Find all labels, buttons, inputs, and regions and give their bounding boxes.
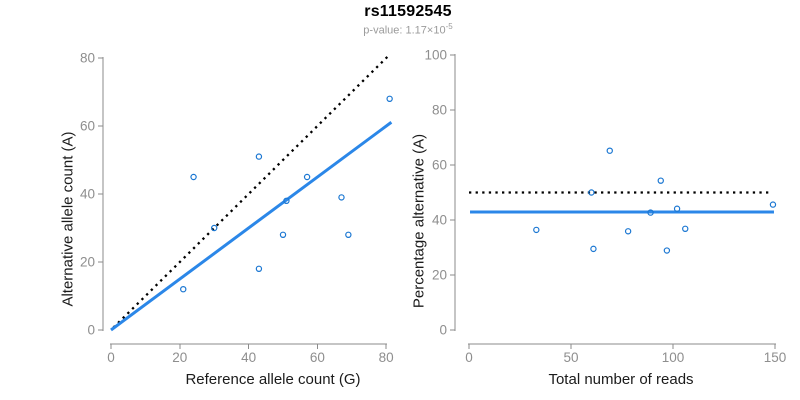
identity-line bbox=[112, 53, 391, 329]
title-block: rs11592545 p-value: 1.17×10-5 bbox=[8, 3, 800, 36]
y-tick-label: 80 bbox=[80, 51, 95, 66]
p-value-text: p-value: 1.17×10 bbox=[363, 24, 446, 37]
x-tick-label: 50 bbox=[563, 350, 578, 365]
y-tick-label: 80 bbox=[432, 103, 447, 118]
data-point bbox=[657, 177, 664, 184]
data-point bbox=[624, 228, 632, 235]
data-point bbox=[180, 286, 187, 293]
left-plot-ylabel: Alternative allele count (A) bbox=[59, 131, 77, 307]
y-tick-label: 40 bbox=[432, 213, 447, 228]
y-tick-label: 60 bbox=[432, 158, 447, 173]
p-value-exponent: -5 bbox=[445, 21, 453, 31]
plot-subtitle: p-value: 1.17×10-5 bbox=[8, 21, 800, 37]
data-point bbox=[673, 205, 681, 212]
data-point bbox=[769, 201, 777, 208]
y-tick-label: 40 bbox=[80, 187, 95, 202]
data-point bbox=[682, 225, 689, 232]
x-tick-label: 60 bbox=[310, 350, 325, 365]
x-tick-label: 100 bbox=[662, 350, 685, 365]
data-point bbox=[338, 194, 345, 201]
data-point bbox=[663, 247, 671, 254]
data-point bbox=[345, 231, 352, 238]
data-point bbox=[590, 245, 597, 253]
x-tick-label: 0 bbox=[107, 350, 115, 365]
x-tick-label: 20 bbox=[172, 350, 187, 365]
plot-title: rs11592545 bbox=[364, 3, 452, 20]
x-tick-label: 40 bbox=[241, 350, 256, 365]
y-tick-label: 20 bbox=[80, 255, 95, 270]
right-plot-ylabel: Percentage alternative (A) bbox=[410, 133, 428, 309]
left-plot-xlabel: Reference allele count (G) bbox=[185, 371, 361, 388]
data-point bbox=[533, 226, 540, 234]
y-tick-label: 0 bbox=[87, 323, 95, 338]
y-tick-label: 60 bbox=[80, 119, 95, 134]
data-point bbox=[210, 224, 218, 232]
data-point bbox=[283, 197, 290, 204]
right-plot-xlabel: Total number of reads bbox=[548, 371, 694, 388]
data-point bbox=[386, 95, 393, 103]
y-tick-label: 20 bbox=[432, 268, 447, 283]
y-tick-label: 0 bbox=[439, 323, 447, 338]
fit-line bbox=[110, 121, 393, 332]
data-point bbox=[279, 231, 287, 238]
data-point bbox=[303, 173, 311, 181]
data-point bbox=[647, 209, 654, 216]
data-point bbox=[606, 147, 613, 154]
data-point bbox=[255, 265, 263, 272]
x-tick-label: 0 bbox=[465, 350, 473, 365]
x-tick-label: 80 bbox=[379, 350, 394, 365]
x-tick-label: 150 bbox=[764, 350, 787, 365]
y-tick-label: 100 bbox=[424, 48, 447, 63]
data-point bbox=[255, 153, 263, 160]
data-point bbox=[190, 173, 197, 181]
data-point bbox=[588, 189, 595, 196]
